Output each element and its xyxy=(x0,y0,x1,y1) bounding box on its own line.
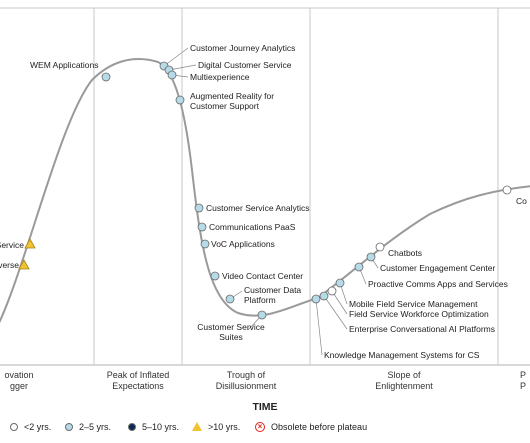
phase-innovation-line-2: gger xyxy=(9,381,28,391)
label-communications-paas: Communications PaaS xyxy=(209,222,296,232)
marker-knowledge-management-systems-for-cs xyxy=(311,294,321,304)
marker-wem-applications xyxy=(101,72,111,82)
marker-augmented-reality-for-customer-support xyxy=(175,95,185,105)
label-co: Co xyxy=(516,196,527,206)
label-video-contact-center: Video Contact Center xyxy=(222,271,304,281)
label-augmented-reality-for-customer-support: Augmented Reality for Customer Support xyxy=(190,91,275,111)
label-voc-applications: VoC Applications xyxy=(211,239,275,249)
label-chatbots: Chatbots xyxy=(388,248,423,258)
marker-enterprise-conversational-ai-platforms xyxy=(319,291,329,301)
label-customer-data-platform: Customer Data Platform xyxy=(244,285,302,305)
phase-innovation: ovation gger xyxy=(0,370,54,392)
label-mobile-field-service-management: Mobile Field Service Management xyxy=(349,299,478,309)
label-field-service-workforce-optimization: Field Service Workforce Optimization xyxy=(349,309,489,319)
marker-voc-applications xyxy=(200,239,210,249)
marker-customer-engagement-center xyxy=(366,252,376,262)
label-enterprise-conversational-ai-platforms: Enterprise Conversational AI Platforms xyxy=(349,324,495,334)
label-proactive-comms-apps-and-services: Proactive Comms Apps and Services xyxy=(368,279,508,289)
marker-field-service-workforce-optimization xyxy=(327,286,337,296)
circle-icon xyxy=(128,422,136,431)
marker-communications-paas xyxy=(197,222,207,232)
label-digital-customer-service: Digital Customer Service xyxy=(198,60,292,70)
phase-plateau-line-2: P xyxy=(520,381,527,391)
label-service: Service xyxy=(0,240,24,250)
label-customer-service-suites: Customer Service Suites xyxy=(197,322,265,342)
marker-proactive-comms-apps-and-services xyxy=(354,262,364,272)
legend-item-red-x-circle: × Obsolete before plateau xyxy=(255,421,367,433)
marker-service xyxy=(24,238,36,249)
triangle-icon xyxy=(192,422,202,432)
phase-peak-line-1: Peak of Inflated xyxy=(106,370,170,380)
x-axis-label: TIME xyxy=(252,401,278,413)
phase-innovation-line-1: ovation xyxy=(4,370,34,380)
marker-customer-data-platform xyxy=(225,294,235,304)
phase-slope: Slope of Enlightenment xyxy=(354,370,454,392)
circle-icon xyxy=(10,422,18,431)
marker-customer-service-suites xyxy=(257,310,267,320)
label-customer-service-analytics: Customer Service Analytics xyxy=(206,203,310,213)
phase-trough: Trough of Disillusionment xyxy=(196,370,296,392)
label-customer-engagement-center: Customer Engagement Center xyxy=(380,263,496,273)
leader-enterprise-conversational-ai-platforms xyxy=(323,295,348,330)
phase-slope-line-2: Enlightenment xyxy=(375,381,433,391)
phase-peak: Peak of Inflated Expectations xyxy=(93,370,183,392)
legend-label: 5–10 yrs. xyxy=(142,422,180,432)
technology-markers xyxy=(18,61,512,320)
leader-digital-customer-service xyxy=(168,64,197,71)
legend-item-dark-blue-circle: 5–10 yrs. xyxy=(128,421,179,433)
circle-icon xyxy=(65,422,73,431)
legend-label: 2–5 yrs. xyxy=(79,422,112,432)
label-knowledge-management-systems-for-cs: Knowledge Management Systems for CS xyxy=(324,350,480,360)
phase-trough-line-1: Trough of xyxy=(226,370,266,380)
label-wem-applications: WEM Applications xyxy=(30,60,99,70)
marker-multiexperience xyxy=(167,70,177,80)
leader-knowledge-management-systems-for-cs xyxy=(315,298,323,356)
legend-item-yellow-triangle: >10 yrs. xyxy=(192,421,240,433)
phase-slope-line-1: Slope of xyxy=(387,370,421,380)
marker-mobile-field-service-management xyxy=(335,278,345,288)
phase-peak-line-2: Expectations xyxy=(112,381,164,391)
legend-item-white-circle: <2 yrs. xyxy=(10,421,51,433)
label-multiexperience: Multiexperience xyxy=(190,72,250,82)
legend-label: >10 yrs. xyxy=(208,422,241,432)
label-customer-journey-analytics: Customer Journey Analytics xyxy=(190,43,296,53)
marker-chatbots xyxy=(375,242,385,252)
label-verse: verse xyxy=(0,260,19,270)
marker-verse xyxy=(18,259,30,270)
marker-co xyxy=(502,185,512,195)
leader-customer-journey-analytics xyxy=(163,47,189,67)
x-circle-icon: × xyxy=(255,421,265,432)
legend-label: Obsolete before plateau xyxy=(271,422,368,432)
legend-item-light-blue-circle: 2–5 yrs. xyxy=(65,421,111,433)
phase-trough-line-2: Disillusionment xyxy=(215,381,277,391)
hype-curve xyxy=(0,58,530,324)
marker-customer-service-analytics xyxy=(194,203,204,213)
marker-video-contact-center xyxy=(210,271,220,281)
phase-plateau-line-1: P xyxy=(520,370,527,380)
leader-field-service-workforce-optimization xyxy=(331,290,348,315)
legend-label: <2 yrs. xyxy=(24,422,52,432)
